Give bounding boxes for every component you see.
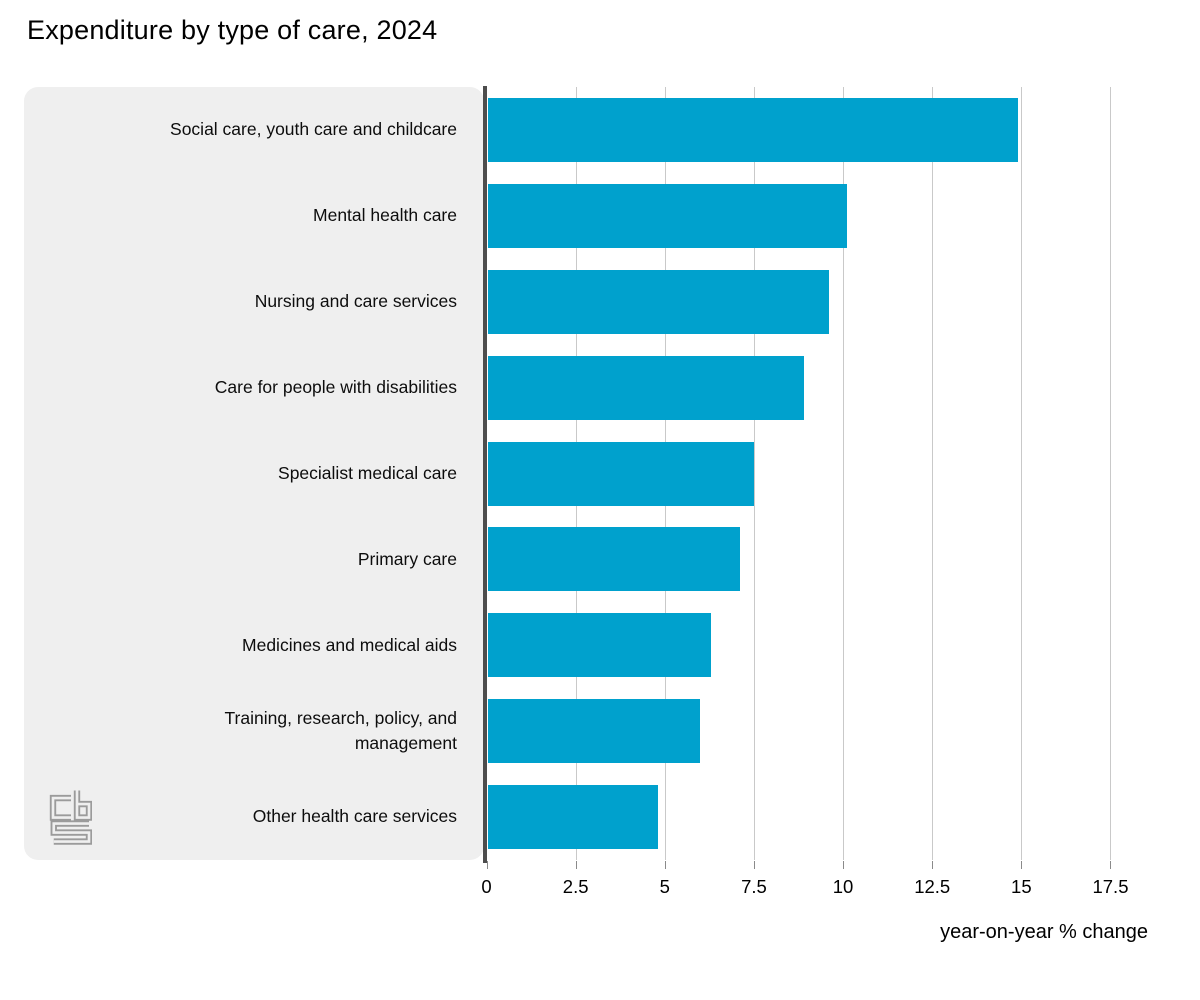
gridline — [753, 87, 755, 860]
gridline — [932, 87, 934, 860]
category-label: Other health care services — [24, 774, 484, 860]
x-axis-tick — [1110, 861, 1112, 869]
category-label: Nursing and care services — [24, 259, 484, 345]
gridline — [843, 87, 845, 860]
x-axis-tick-label: 7.5 — [741, 876, 767, 897]
category-label: Medicines and medical aids — [24, 602, 484, 688]
x-axis-tick — [486, 861, 488, 869]
category-label-text: Primary care — [357, 548, 457, 569]
bar-8 — [487, 699, 701, 764]
bar-2 — [487, 183, 847, 248]
category-label-text: Medicines and medical aids — [242, 634, 457, 655]
category-label-text: Nursing and care services — [254, 291, 457, 312]
gridline — [1110, 87, 1112, 860]
category-label-text: Specialist medical care — [278, 462, 457, 483]
category-label-text: Mental health care — [313, 205, 457, 226]
bar-6 — [487, 527, 740, 592]
category-label: Training, research, policy, and manageme… — [24, 688, 484, 774]
x-axis-tick — [843, 861, 845, 869]
x-axis-tick-label: 17.5 — [1092, 876, 1129, 897]
y-axis-line — [483, 86, 487, 863]
x-axis-title: year-on-year % change — [940, 921, 1148, 943]
gridline — [1021, 87, 1023, 860]
chart-title: Expenditure by type of care, 2024 — [27, 15, 438, 45]
x-axis-tick-label: 12.5 — [914, 876, 951, 897]
category-label: Care for people with disabilities — [24, 345, 484, 431]
x-axis-tick-label: 15 — [1011, 876, 1032, 897]
x-axis-tick-label: 0 — [481, 876, 492, 897]
category-label: Social care, youth care and childcare — [24, 87, 484, 173]
bar-1 — [487, 97, 1018, 162]
x-axis-tick — [664, 861, 666, 869]
x-axis-tick-label: 5 — [659, 876, 670, 897]
category-label-text: Care for people with disabilities — [214, 376, 457, 397]
x-axis-tick — [932, 861, 934, 869]
category-label: Primary care — [24, 516, 484, 602]
category-label: Specialist medical care — [24, 431, 484, 517]
bar-3 — [487, 269, 829, 334]
category-label-panel: Social care, youth care and childcare Men… — [24, 87, 484, 860]
bar-7 — [487, 613, 712, 678]
bar-5 — [487, 441, 754, 506]
cbs-logo-icon — [49, 790, 92, 845]
bar-9 — [487, 785, 658, 850]
category-label-text: Social care, youth care and childcare — [170, 119, 457, 140]
x-axis-tick — [575, 861, 577, 869]
bar-4 — [487, 355, 804, 420]
x-axis-tick-label: 10 — [832, 876, 854, 897]
category-label-text: Training, research, policy, and manageme… — [224, 707, 457, 754]
category-label-text: Other health care services — [252, 806, 457, 827]
category-label: Mental health care — [24, 173, 484, 259]
x-axis-tick — [753, 861, 755, 869]
x-axis-tick-label: 2.5 — [562, 876, 589, 897]
x-axis-tick — [1021, 861, 1023, 869]
